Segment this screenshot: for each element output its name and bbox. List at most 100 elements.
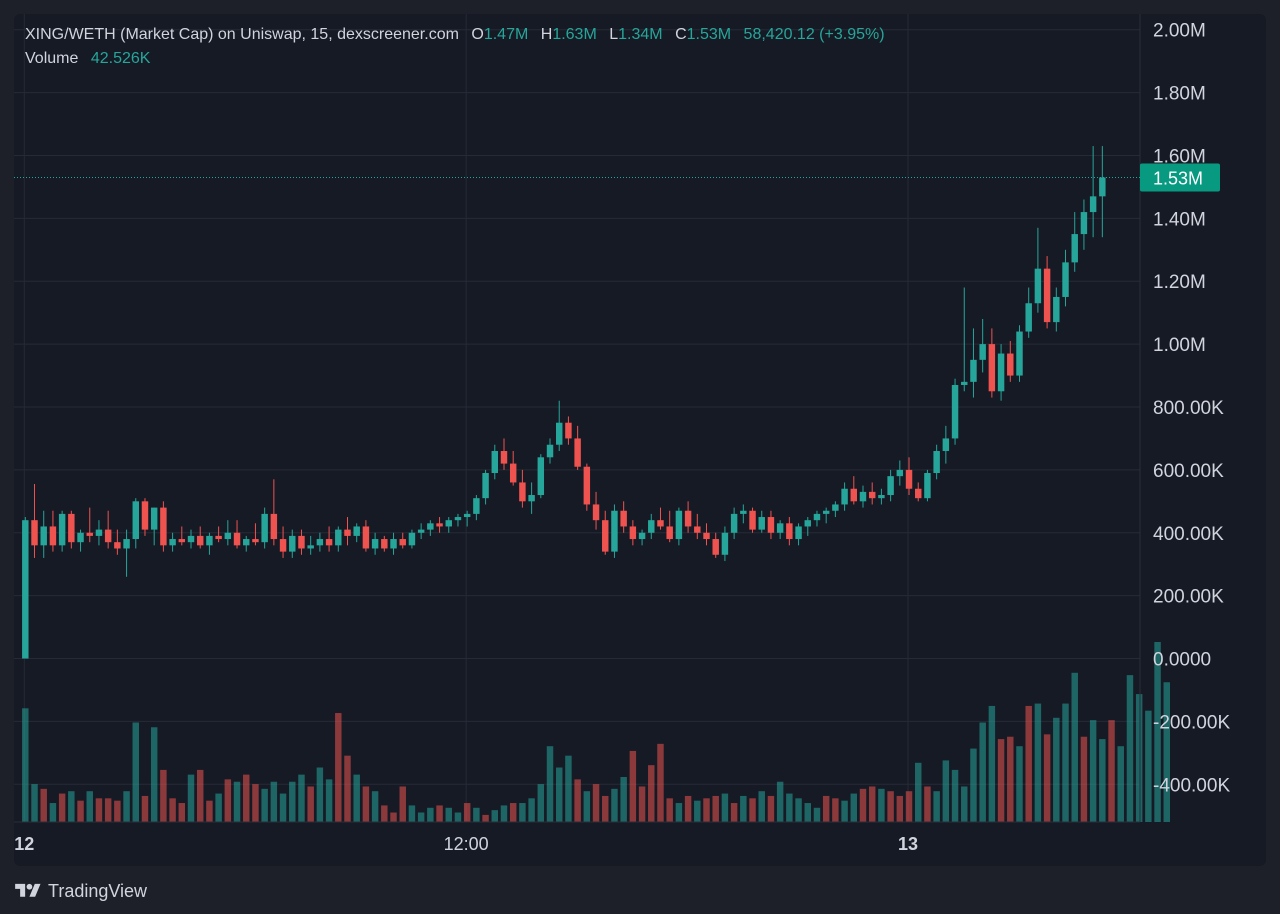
candle-body (1062, 262, 1069, 297)
tradingview-attribution[interactable]: TradingView (14, 878, 147, 904)
volume-bar (666, 798, 673, 822)
y-tick-label: 800.00K (1153, 398, 1224, 419)
candle (95, 520, 103, 546)
candle-body (574, 438, 581, 467)
volume-bar (915, 762, 922, 822)
tradingview-brand: TradingView (48, 880, 148, 901)
candle (252, 523, 259, 546)
candle (905, 457, 913, 496)
candle-body (307, 545, 314, 549)
y-tick-label: 2.00M (1153, 21, 1206, 42)
candle (546, 438, 554, 464)
volume-bar (298, 774, 305, 822)
candle-body (979, 344, 986, 360)
candle-body (95, 529, 103, 536)
candle (565, 416, 572, 445)
legend-high-key: H (540, 26, 553, 43)
volume-bar (316, 767, 324, 822)
volume-bar (611, 788, 618, 822)
candle-body (1053, 296, 1060, 323)
candle (58, 510, 66, 552)
volume-bar (924, 786, 931, 822)
candle-body (592, 504, 600, 521)
candle (611, 504, 618, 558)
volume-bar (997, 739, 1005, 822)
volume-bar (1053, 717, 1060, 822)
volume-bar (1154, 642, 1161, 822)
volume-bar (712, 795, 719, 822)
candle-body (740, 510, 747, 514)
candle (187, 529, 195, 549)
candle-body (657, 520, 664, 527)
volume-bar (638, 786, 646, 822)
candle-body (804, 520, 811, 527)
volume-bar (1034, 703, 1042, 822)
candle (749, 507, 756, 533)
candle-body (555, 422, 563, 445)
volume-bar (196, 769, 204, 822)
candle (822, 507, 830, 524)
candle-body (399, 539, 406, 546)
candle-body (611, 510, 618, 552)
volume-bar (500, 805, 508, 822)
candle-body (68, 513, 75, 543)
candle-body (49, 526, 57, 546)
volume-bar (132, 722, 139, 822)
volume-bar (1117, 746, 1124, 822)
volume-bar (970, 748, 977, 822)
candle (620, 501, 627, 533)
candle (473, 495, 480, 521)
candle-body (859, 491, 867, 502)
candle (979, 318, 986, 373)
volume-bar (86, 791, 93, 822)
candle-body (40, 526, 47, 546)
candle-body (206, 535, 213, 546)
candle (1053, 287, 1060, 332)
candle (740, 504, 747, 524)
candle (629, 520, 637, 546)
candle (224, 520, 232, 546)
volume-bar (178, 803, 186, 822)
volume-bar (767, 795, 775, 822)
volume-bar (620, 777, 627, 822)
volume-bar (427, 807, 434, 822)
volume-bar (40, 788, 47, 822)
candle-body (666, 526, 673, 540)
candle (528, 482, 535, 514)
candle-body (390, 539, 397, 549)
volume-bar (868, 786, 876, 822)
candle-body (408, 532, 416, 546)
candle-body (289, 535, 296, 552)
legend-low: 1.34M (618, 26, 663, 43)
candle (896, 460, 904, 486)
candle (335, 526, 342, 552)
price-candles (22, 146, 1106, 659)
candle (279, 526, 287, 558)
candle-body (712, 539, 719, 555)
candle-body (813, 513, 821, 521)
candle-body (776, 523, 784, 533)
candle (123, 529, 130, 577)
candle-body (160, 507, 167, 546)
candle-body (841, 488, 848, 505)
candle-body (261, 513, 268, 543)
candle-body (169, 539, 176, 546)
candle-body (1080, 212, 1088, 235)
candle (509, 451, 517, 486)
current-price-label-bg (1140, 163, 1220, 192)
candlestick-chart[interactable]: 2.00M 1.80M 1.60M 1.40M 1.20M 1.00M 800.00K 600… (14, 14, 1266, 866)
candle-body (114, 542, 121, 549)
volume-bar (721, 793, 729, 822)
y-tick-label: 1.60M (1153, 146, 1206, 167)
candle (399, 532, 406, 549)
legend-high: 1.63M (552, 26, 597, 43)
candle-body (325, 539, 333, 546)
candle-body (684, 510, 692, 527)
candle (270, 479, 278, 546)
candle (694, 513, 701, 540)
candle-body (22, 520, 29, 659)
candle (408, 529, 416, 549)
volume-bar (648, 765, 655, 822)
candle (887, 469, 894, 502)
volume-bar (740, 795, 747, 822)
